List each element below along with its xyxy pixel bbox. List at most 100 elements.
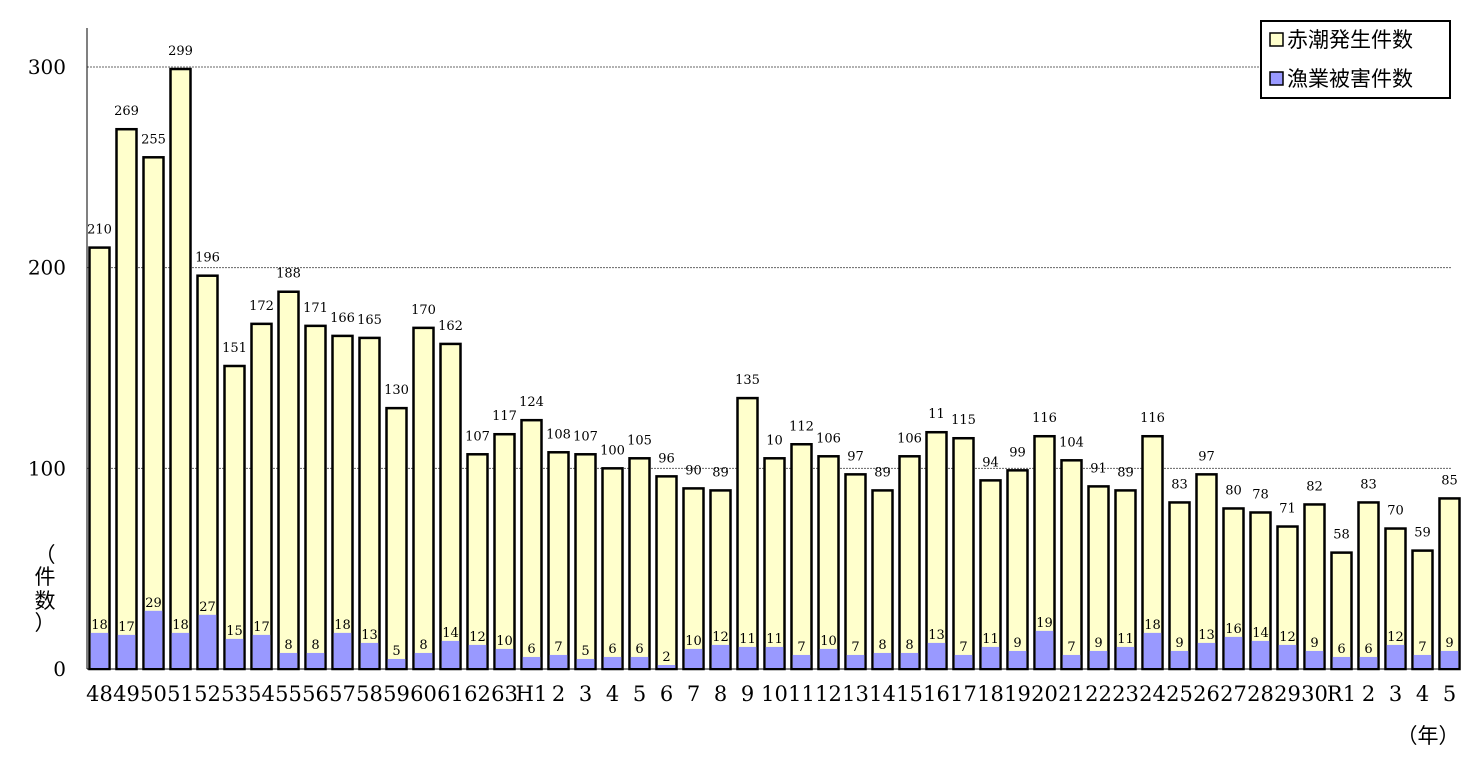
data-label-red-tide: 171 bbox=[303, 301, 328, 316]
x-tick-label: 49 bbox=[113, 682, 140, 706]
x-tick-label: 12 bbox=[815, 682, 842, 706]
x-tick-label: 59 bbox=[383, 682, 410, 706]
bar-fishery-damage bbox=[171, 632, 190, 668]
bar-fishery-damage bbox=[306, 652, 325, 668]
bar-fishery-damage bbox=[846, 654, 865, 668]
x-tick-label: 60 bbox=[410, 682, 437, 706]
legend-box bbox=[1260, 20, 1451, 99]
data-label-fishery-damage: 8 bbox=[311, 638, 319, 653]
data-label-fishery-damage: 15 bbox=[226, 624, 243, 639]
data-label-red-tide: 10​ bbox=[766, 433, 783, 448]
x-tick-label: 58 bbox=[356, 682, 383, 706]
y-tick-label: 300 bbox=[28, 55, 66, 79]
x-tick-label: 18 bbox=[977, 682, 1004, 706]
data-label-fishery-damage: 6 bbox=[1337, 642, 1345, 657]
data-label-fishery-damage: 7 bbox=[797, 640, 805, 655]
bar-red-tide bbox=[790, 443, 813, 671]
bar-fishery-damage bbox=[144, 610, 163, 668]
bar-fishery-damage bbox=[333, 632, 352, 668]
x-tick-label: 6 bbox=[660, 682, 673, 706]
data-label-red-tide: 91 bbox=[1090, 461, 1107, 476]
x-tick-label: 13 bbox=[842, 682, 869, 706]
data-label-fishery-damage: 10 bbox=[685, 634, 702, 649]
data-label-fishery-damage: 2 bbox=[662, 650, 670, 665]
data-label-red-tide: 151 bbox=[222, 341, 247, 356]
x-tick-label: 21 bbox=[1058, 682, 1085, 706]
bar-fishery-damage bbox=[981, 646, 1000, 668]
y-axis-title-char: 件 bbox=[35, 565, 56, 589]
x-tick-label: 19 bbox=[1004, 682, 1031, 706]
bar-red-tide bbox=[628, 457, 651, 671]
y-axis-title-char: ） bbox=[35, 611, 56, 635]
data-label-red-tide: 104 bbox=[1059, 435, 1084, 450]
x-tick-label: 2 bbox=[552, 682, 565, 706]
data-label-red-tide: 116 bbox=[1032, 411, 1057, 426]
data-label-fishery-damage: 12 bbox=[469, 630, 486, 645]
bar-red-tide bbox=[655, 475, 678, 671]
x-tick-label: 25 bbox=[1166, 682, 1193, 706]
bar-red-tide bbox=[601, 467, 624, 671]
data-label-fishery-damage: 12 bbox=[1279, 630, 1296, 645]
data-label-fishery-damage: 6 bbox=[635, 642, 643, 657]
data-label-red-tide: 58 bbox=[1333, 528, 1350, 543]
legend-swatch-red-tide bbox=[1269, 32, 1284, 47]
data-label-fishery-damage: 7 bbox=[1418, 640, 1426, 655]
legend-label-red-tide: 赤潮発生件数 bbox=[1287, 28, 1413, 52]
data-label-red-tide: 107 bbox=[573, 429, 598, 444]
data-label-fishery-damage: 8 bbox=[878, 638, 886, 653]
x-tick-label: 53 bbox=[221, 682, 248, 706]
data-label-red-tide: 162 bbox=[438, 319, 463, 334]
data-label-fishery-damage: 6 bbox=[527, 642, 535, 657]
x-tick-label: 20 bbox=[1031, 682, 1058, 706]
x-tick-label: 26 bbox=[1193, 682, 1220, 706]
data-label-fishery-damage: 10 bbox=[820, 634, 837, 649]
x-tick-label: 57 bbox=[329, 682, 356, 706]
bar-fishery-damage bbox=[1197, 642, 1216, 668]
data-label-red-tide: 124 bbox=[519, 395, 544, 410]
x-tick-label: 22 bbox=[1085, 682, 1112, 706]
data-label-fishery-damage: 19 bbox=[1036, 616, 1053, 631]
x-tick-label: 63 bbox=[491, 682, 518, 706]
bar-fishery-damage bbox=[495, 648, 514, 668]
data-label-fishery-damage: 7 bbox=[1067, 640, 1075, 655]
x-tick-label: 16 bbox=[923, 682, 950, 706]
data-label-red-tide: 89 bbox=[712, 465, 729, 480]
data-label-fishery-damage: 14 bbox=[442, 626, 459, 641]
bar-red-tide bbox=[520, 418, 543, 671]
data-label-fishery-damage: 7 bbox=[959, 640, 967, 655]
bar-fishery-damage bbox=[360, 642, 379, 668]
x-tick-label: 3 bbox=[579, 682, 592, 706]
y-axis-title-char: （ bbox=[35, 543, 56, 567]
data-label-fishery-damage: 9 bbox=[1094, 636, 1102, 651]
data-label-red-tide: 90 bbox=[685, 463, 702, 478]
x-tick-label: 55 bbox=[275, 682, 302, 706]
bar-fishery-damage bbox=[279, 652, 298, 668]
data-label-red-tide: 115 bbox=[951, 413, 976, 428]
y-tick-label: 100 bbox=[28, 456, 66, 480]
data-label-red-tide: 59 bbox=[1414, 526, 1431, 541]
data-label-red-tide: 188 bbox=[276, 267, 301, 282]
data-label-red-tide: 130 bbox=[384, 383, 409, 398]
y-tick-label: 200 bbox=[28, 256, 66, 280]
bar-fishery-damage bbox=[1089, 650, 1108, 668]
bar-red-tide bbox=[736, 396, 759, 671]
bar-fishery-damage bbox=[792, 654, 811, 668]
data-label-red-tide: 71 bbox=[1279, 502, 1296, 517]
bar-fishery-damage bbox=[387, 658, 406, 668]
bar-fishery-damage bbox=[819, 648, 838, 668]
data-label-fishery-damage: 11 bbox=[766, 632, 783, 647]
bar-fishery-damage bbox=[1251, 640, 1270, 668]
x-tick-label: 61 bbox=[437, 682, 464, 706]
bar-fishery-damage bbox=[711, 644, 730, 668]
bar-fishery-damage bbox=[198, 614, 217, 668]
bar-red-tide bbox=[439, 342, 462, 671]
x-tick-label: 62 bbox=[464, 682, 491, 706]
x-tick-label: 11 bbox=[788, 682, 815, 706]
legend-label-fishery-damage: 漁業被害件数 bbox=[1287, 67, 1413, 91]
bar-fishery-damage bbox=[225, 638, 244, 668]
bar-red-tide bbox=[952, 436, 975, 671]
y-axis-title: （ 件 数 ） bbox=[35, 543, 56, 635]
bar-fishery-damage bbox=[522, 656, 541, 668]
data-label-fishery-damage: 8 bbox=[284, 638, 292, 653]
